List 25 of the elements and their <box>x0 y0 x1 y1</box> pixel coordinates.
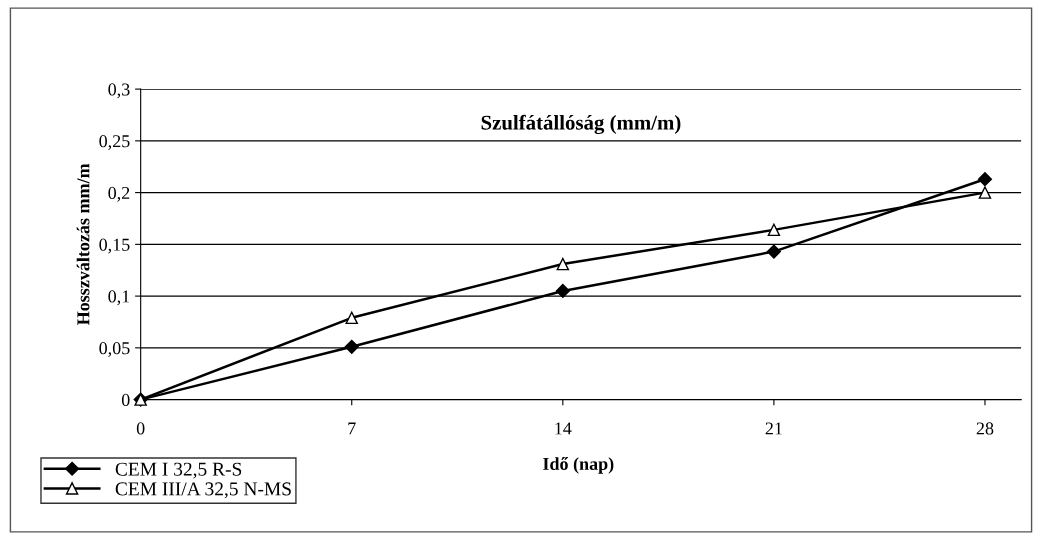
point <box>345 311 358 325</box>
y-tick-label: 0,1 <box>108 290 130 306</box>
text: Szulfátállóság (mm/m) <box>481 114 681 135</box>
legend-label: CEM III/A 32,5 N-MS <box>115 482 291 499</box>
point <box>978 186 992 199</box>
point <box>555 283 570 299</box>
y-tick-label: 0,3 <box>108 83 130 99</box>
x-tick-label: 21 <box>765 422 782 435</box>
x-tick-label: 14 <box>555 422 572 435</box>
y-tick-label: 0 <box>121 393 130 407</box>
y-axis-title: Hosszváltozás mm/m <box>76 163 90 326</box>
legend-label: CEM I 32,5 R-S <box>115 462 242 479</box>
y-tick-label: 0,2 <box>108 186 130 202</box>
x-tick-label: 7 <box>348 422 356 435</box>
y-tick-label: 0,05 <box>99 342 130 357</box>
point <box>767 223 781 237</box>
point <box>556 257 570 271</box>
y-tick-label: 0,15 <box>99 238 130 254</box>
x-tick-label: 28 <box>976 422 994 435</box>
point <box>977 172 993 187</box>
x-axis-title: Idő (nap) <box>543 457 614 474</box>
point <box>766 244 781 259</box>
point <box>344 339 359 354</box>
y-tick-label: 0,25 <box>99 135 130 150</box>
x-tick-label: 0 <box>136 422 145 435</box>
